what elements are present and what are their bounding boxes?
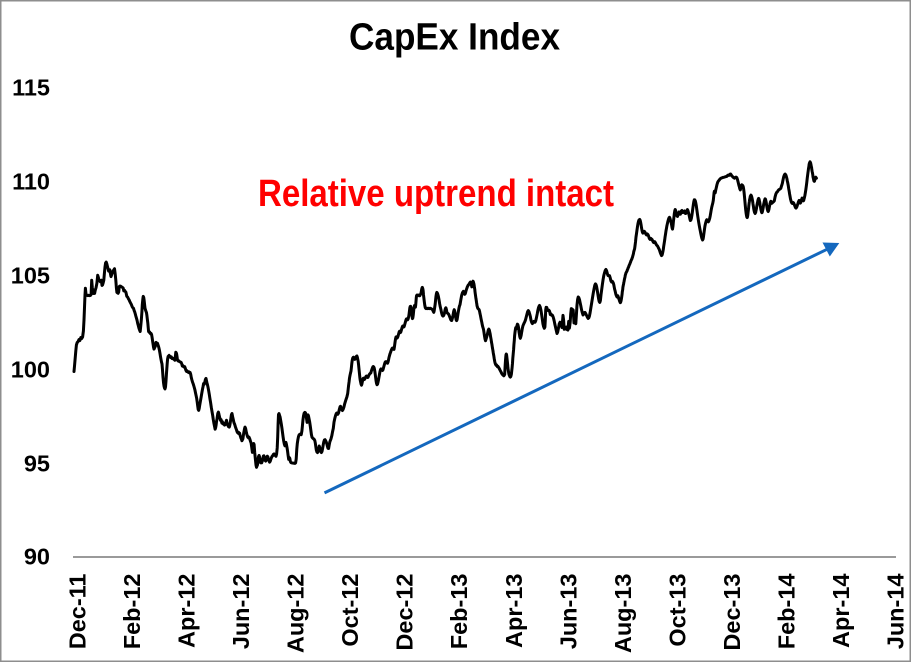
svg-text:Apr-12: Apr-12 [174, 574, 200, 648]
svg-text:105: 105 [11, 263, 50, 289]
svg-text:Dec-13: Dec-13 [719, 574, 745, 651]
svg-text:90: 90 [24, 544, 50, 570]
svg-text:Jun-12: Jun-12 [228, 574, 254, 650]
svg-text:100: 100 [11, 357, 50, 383]
svg-text:Oct-13: Oct-13 [664, 574, 690, 647]
svg-text:Feb-12: Feb-12 [119, 574, 145, 650]
svg-text:Jun-13: Jun-13 [555, 574, 581, 650]
svg-text:Feb-13: Feb-13 [446, 574, 472, 650]
svg-text:Jun-14: Jun-14 [883, 574, 909, 650]
svg-text:110: 110 [12, 169, 50, 195]
svg-text:Aug-12: Aug-12 [283, 574, 309, 654]
svg-text:95: 95 [24, 451, 50, 477]
svg-text:Apr-14: Apr-14 [828, 574, 854, 648]
svg-text:Apr-13: Apr-13 [501, 574, 527, 648]
svg-text:115: 115 [12, 75, 50, 101]
svg-text:Relative uptrend intact: Relative uptrend intact [258, 173, 614, 215]
svg-text:Feb-14: Feb-14 [774, 574, 800, 650]
svg-text:Aug-13: Aug-13 [610, 574, 636, 654]
svg-text:CapEx Index: CapEx Index [349, 17, 560, 59]
svg-text:Dec-12: Dec-12 [392, 574, 418, 651]
svg-text:Oct-12: Oct-12 [337, 574, 363, 647]
svg-text:Dec-11: Dec-11 [64, 574, 90, 650]
